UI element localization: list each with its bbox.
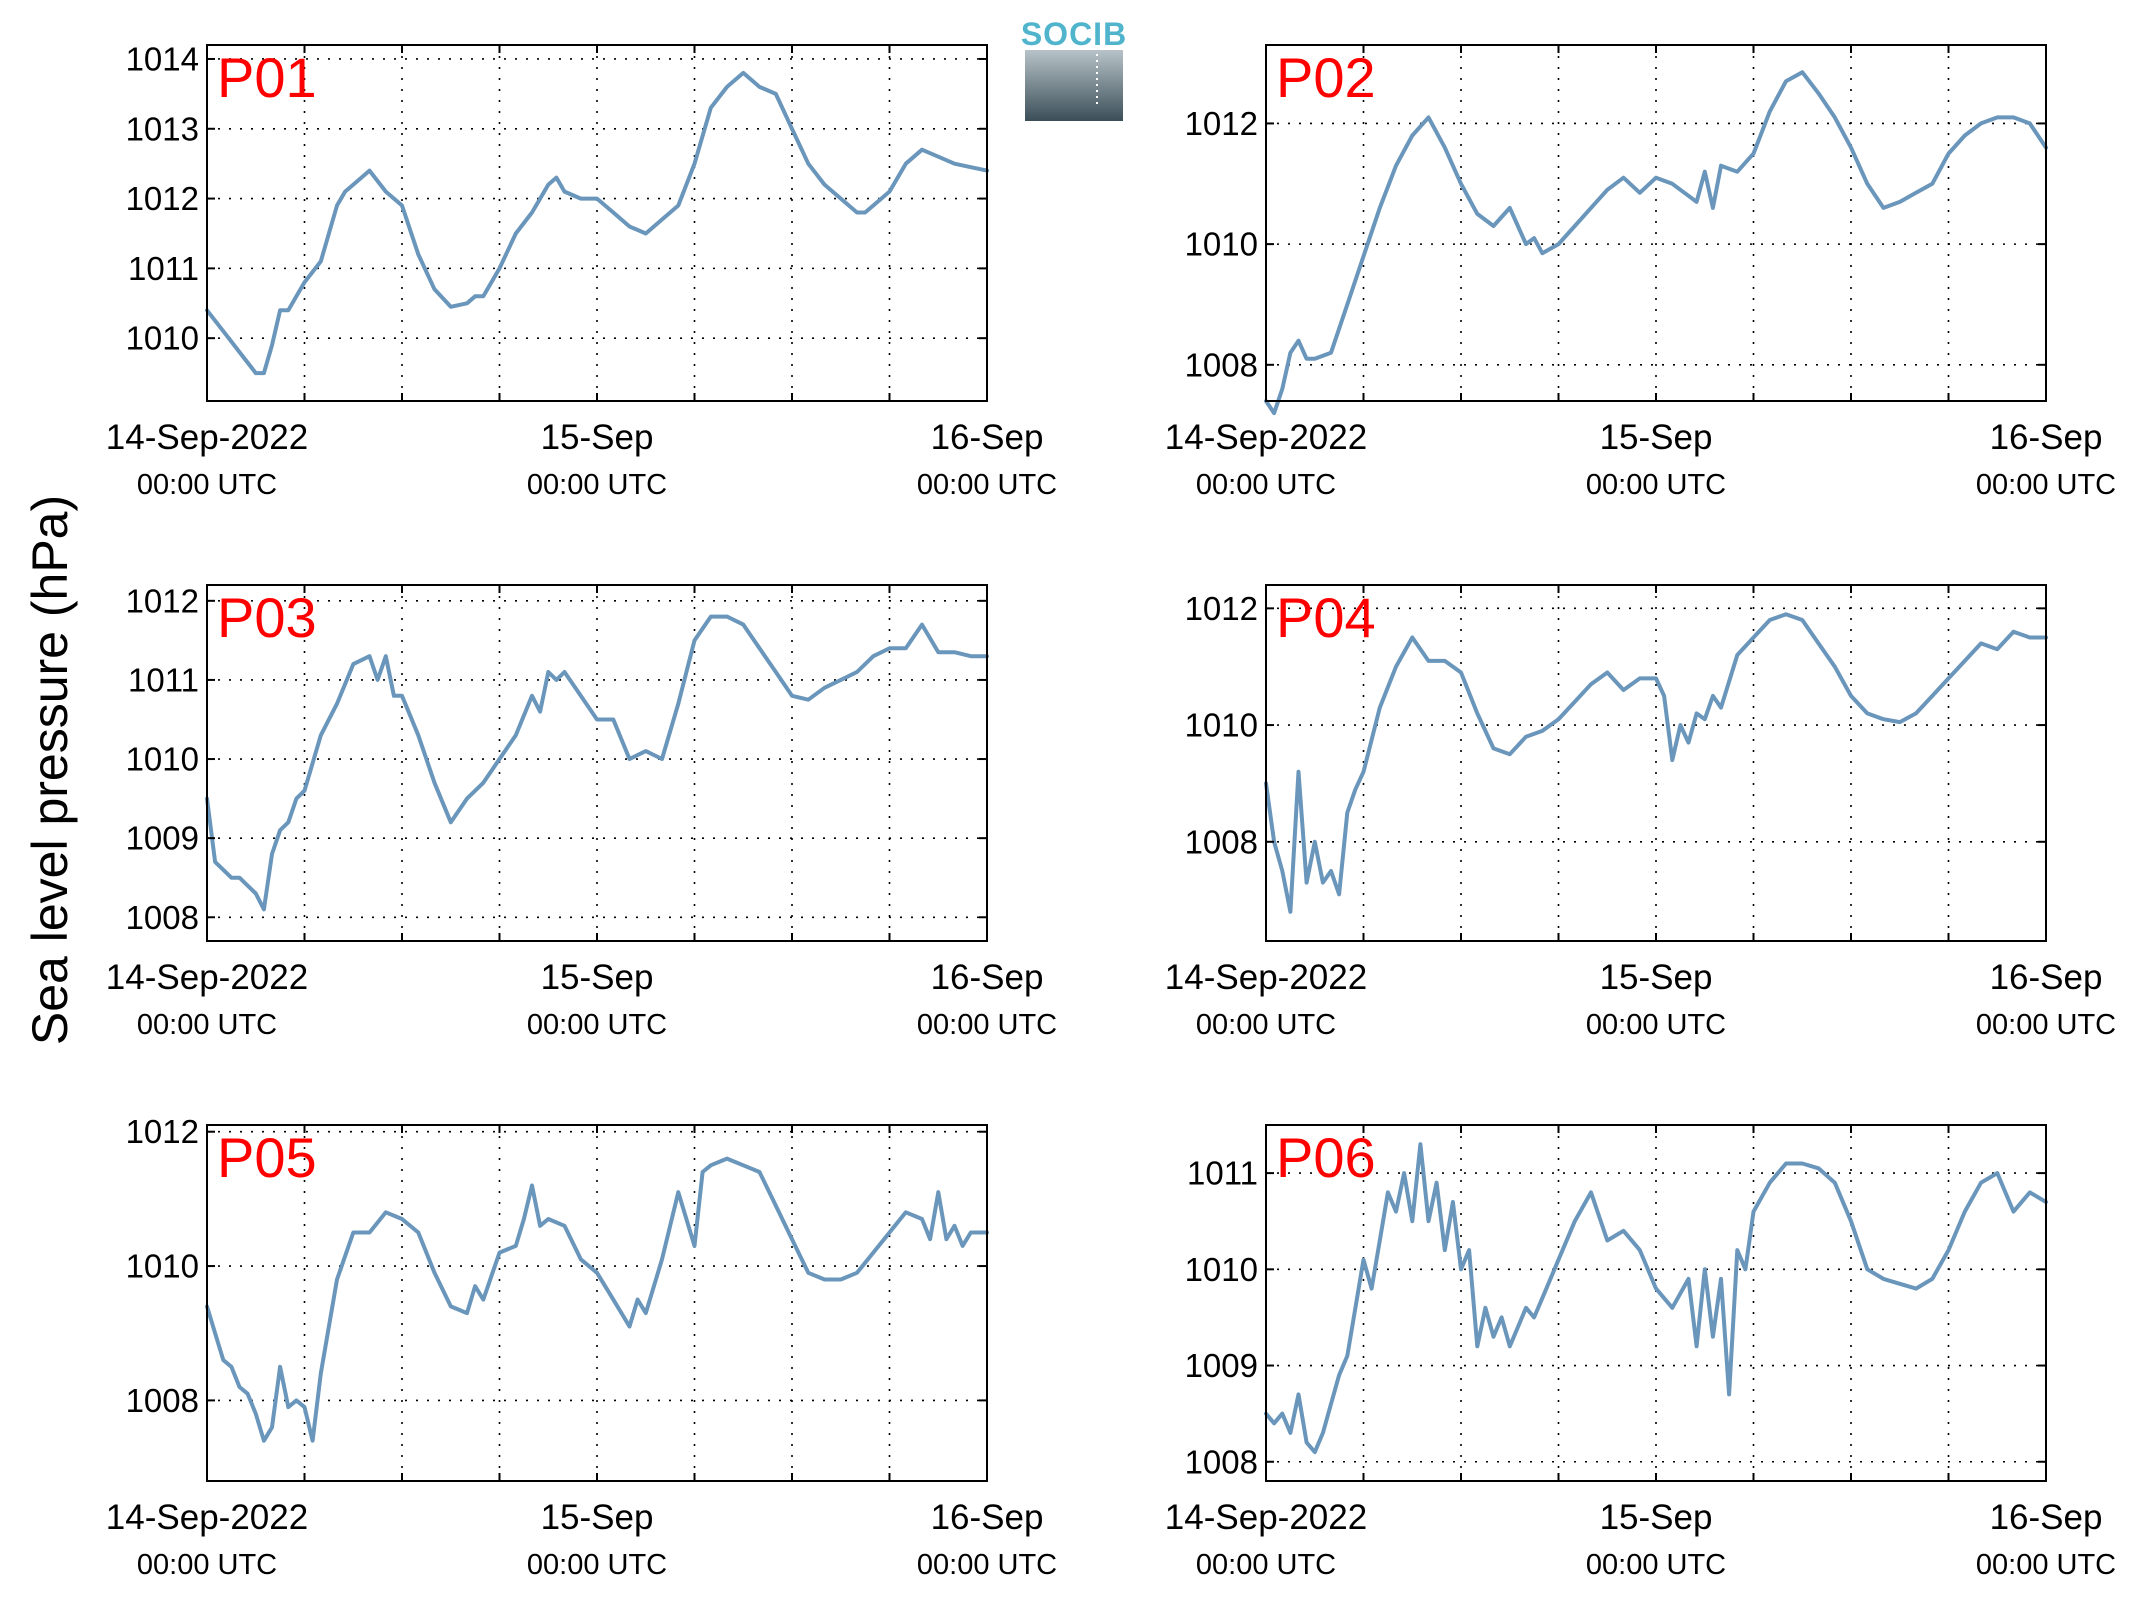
x-tick-sublabel: 00:00 UTC: [137, 469, 277, 501]
x-tick-sublabel: 00:00 UTC: [137, 1549, 277, 1581]
x-tick-label: 15-Sep: [1600, 418, 1713, 457]
y-tick-label: 1010: [126, 741, 199, 778]
x-tick-sublabel: 00:00 UTC: [1976, 469, 2116, 501]
x-tick-label: 14-Sep-2022: [1165, 958, 1367, 997]
x-tick-sublabel: 00:00 UTC: [1586, 1549, 1726, 1581]
y-tick-label: 1012: [126, 582, 199, 619]
x-tick-label: 16-Sep: [1990, 1498, 2103, 1537]
y-tick-label: 1013: [126, 110, 199, 147]
x-tick-label: 15-Sep: [541, 1498, 654, 1537]
y-tick-label: 1008: [126, 1382, 199, 1419]
panel-label: P03: [217, 586, 317, 649]
x-tick-label: 16-Sep: [931, 1498, 1044, 1537]
panel-label: P02: [1276, 46, 1376, 109]
y-axis-label: Sea level pressure (hPa): [22, 495, 78, 1045]
y-tick-label: 1012: [126, 180, 199, 217]
y-tick-label: 1008: [1185, 1443, 1258, 1480]
x-tick-sublabel: 00:00 UTC: [1196, 1009, 1336, 1041]
x-tick-sublabel: 00:00 UTC: [1976, 1549, 2116, 1581]
y-tick-label: 1011: [128, 661, 199, 698]
x-tick-label: 14-Sep-2022: [106, 418, 308, 457]
x-tick-sublabel: 00:00 UTC: [137, 1009, 277, 1041]
y-tick-label: 1009: [1185, 1347, 1258, 1384]
chart-panel-p01: 1010 1011 1012 1013 1014 14-Sep-2022 00:00 UTC…: [106, 40, 1057, 501]
x-tick-label: 16-Sep: [931, 418, 1044, 457]
y-tick-label: 1008: [1185, 823, 1258, 860]
x-tick-label: 16-Sep: [1990, 418, 2103, 457]
logo-box: [1025, 50, 1123, 121]
y-tick-label: 1011: [1187, 1155, 1258, 1192]
series-line-p02: [1264, 70, 2048, 416]
y-tick-label: 1010: [1185, 1251, 1258, 1288]
x-tick-label: 14-Sep-2022: [106, 1498, 308, 1537]
panel-label: P01: [217, 46, 317, 109]
y-tick-label: 1008: [126, 899, 199, 936]
y-tick-label: 1010: [1185, 707, 1258, 744]
x-tick-label: 14-Sep-2022: [1165, 1498, 1367, 1537]
logo-text: SOCIB: [1021, 16, 1127, 52]
chart-panel-p02: 1008 1010 1012 14-Sep-2022 00:00 UTC 15-Sep 00…: [1165, 44, 2116, 501]
x-tick-sublabel: 00:00 UTC: [917, 1009, 1057, 1041]
x-tick-sublabel: 00:00 UTC: [1586, 1009, 1726, 1041]
x-tick-sublabel: 00:00 UTC: [917, 1549, 1057, 1581]
x-tick-label: 15-Sep: [1600, 958, 1713, 997]
y-tick-label: 1014: [126, 40, 199, 77]
x-tick-label: 15-Sep: [541, 418, 654, 457]
x-tick-label: 14-Sep-2022: [106, 958, 308, 997]
x-tick-label: 16-Sep: [1990, 958, 2103, 997]
x-tick-label: 15-Sep: [1600, 1498, 1713, 1537]
panel-label: P04: [1276, 586, 1376, 649]
series-line-p03: [205, 614, 989, 912]
x-tick-sublabel: 00:00 UTC: [1976, 1009, 2116, 1041]
x-tick-sublabel: 00:00 UTC: [527, 1009, 667, 1041]
x-tick-sublabel: 00:00 UTC: [527, 469, 667, 501]
series-line-p04: [1264, 612, 2048, 914]
x-tick-label: 15-Sep: [541, 958, 654, 997]
y-tick-label: 1009: [126, 820, 199, 857]
y-tick-label: 1012: [1185, 590, 1258, 627]
series-line-p06: [1264, 1142, 2048, 1455]
y-tick-label: 1010: [126, 320, 199, 357]
chart-panel-p04: 1008 1010 1012 14-Sep-2022 00:00 UTC 15-Sep 00…: [1165, 584, 2116, 1041]
x-tick-sublabel: 00:00 UTC: [917, 469, 1057, 501]
chart-panel-p05: 1008 1010 1012 14-Sep-2022 00:00 UTC 15-Sep 00…: [106, 1113, 1057, 1581]
chart-panel-p06: 1008 1009 1010 1011 14-Sep-2022 00:00 UTC 15-S…: [1165, 1124, 2116, 1581]
y-tick-label: 1008: [1185, 346, 1258, 383]
y-tick-label: 1012: [126, 1113, 199, 1150]
x-tick-sublabel: 00:00 UTC: [1196, 469, 1336, 501]
panel-label: P06: [1276, 1126, 1376, 1189]
x-tick-label: 14-Sep-2022: [1165, 418, 1367, 457]
socib-logo: SOCIB: [1021, 16, 1127, 121]
y-tick-label: 1010: [126, 1248, 199, 1285]
y-tick-label: 1012: [1185, 105, 1258, 142]
x-tick-sublabel: 00:00 UTC: [1586, 469, 1726, 501]
y-tick-label: 1011: [128, 250, 199, 287]
panel-label: P05: [217, 1126, 317, 1189]
x-tick-sublabel: 00:00 UTC: [527, 1549, 667, 1581]
series-line-p05: [205, 1156, 989, 1443]
series-line-p01: [205, 70, 989, 376]
y-tick-label: 1010: [1185, 226, 1258, 263]
chart-panel-p03: 1008 1009 1010 1011 1012 14-Sep-2022 00:00 UTC…: [106, 582, 1057, 1041]
x-tick-label: 16-Sep: [931, 958, 1044, 997]
x-tick-sublabel: 00:00 UTC: [1196, 1549, 1336, 1581]
